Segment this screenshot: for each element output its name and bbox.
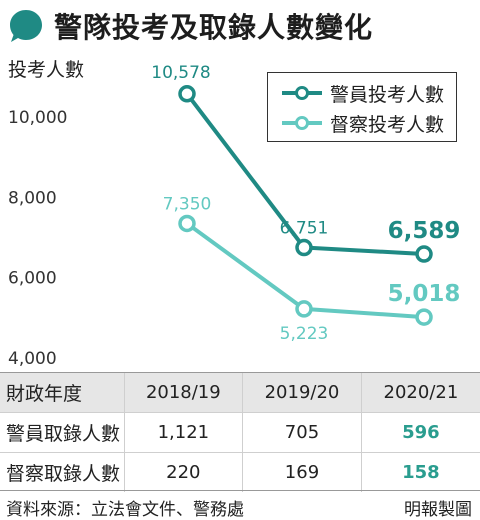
table-cell: 169 xyxy=(242,452,362,492)
data-point xyxy=(415,245,433,263)
y-tick-label: 6,000 xyxy=(8,269,57,289)
table-header-cell: 2020/21 xyxy=(360,372,480,413)
speech-bubble-icon xyxy=(10,10,42,42)
data-label: 10,578 xyxy=(151,63,210,83)
row-label: 警員取錄人數 xyxy=(0,412,124,453)
line-chart: 投考人數 4,000 6,000 8,000 10,000 10,578 6,751 6,5… xyxy=(8,59,461,369)
data-label: 5,018 xyxy=(388,281,461,307)
source-note: 資料來源：立法會文件、警務處 xyxy=(6,500,244,520)
data-label: 5,223 xyxy=(280,324,329,344)
data-label: 6,751 xyxy=(280,219,329,239)
data-point xyxy=(178,214,196,233)
header: 警隊投考及取錄人數變化 xyxy=(0,0,480,50)
legend-swatch-series1 xyxy=(282,86,322,100)
y-axis-label: 投考人數 xyxy=(8,59,84,81)
data-label: 7,350 xyxy=(163,194,212,214)
table-cell-highlight: 158 xyxy=(360,452,480,492)
legend-label-series2: 督察投考人數 xyxy=(330,114,445,136)
y-tick-label: 4,000 xyxy=(8,349,57,369)
table-cell: 1,121 xyxy=(123,412,243,453)
table-header-row: 財政年度 2018/19 2019/20 2020/21 xyxy=(0,372,480,413)
table-cell: 705 xyxy=(242,412,362,453)
footer: 資料來源：立法會文件、警務處 明報製圖 xyxy=(0,490,480,520)
intake-table: 財政年度 2018/19 2019/20 2020/21 警員取錄人數 1,12… xyxy=(0,372,480,492)
data-point xyxy=(178,85,196,103)
y-tick-label: 8,000 xyxy=(8,188,57,208)
y-tick-label: 10,000 xyxy=(8,108,67,128)
legend-swatch-series2 xyxy=(282,116,322,130)
data-point xyxy=(295,300,313,318)
chart-legend: 警員投考人數 督察投考人數 xyxy=(267,72,457,142)
credit-note: 明報製圖 xyxy=(404,500,472,520)
data-point xyxy=(295,238,313,257)
row-label: 督察取錄人數 xyxy=(0,452,124,492)
table-cell-highlight: 596 xyxy=(360,412,480,453)
table-header-cell: 2019/20 xyxy=(242,372,362,413)
table-header-cell: 2018/19 xyxy=(123,372,243,413)
legend-label-series1: 警員投考人數 xyxy=(330,84,445,106)
chart-title: 警隊投考及取錄人數變化 xyxy=(54,11,374,44)
data-label: 6,589 xyxy=(388,218,461,244)
table-header-cell: 財政年度 xyxy=(0,372,124,413)
table-row: 警員取錄人數 1,121 705 596 xyxy=(0,412,480,453)
table-row: 督察取錄人數 220 169 158 xyxy=(0,452,480,492)
table-cell: 220 xyxy=(123,452,243,492)
data-point xyxy=(415,308,433,326)
